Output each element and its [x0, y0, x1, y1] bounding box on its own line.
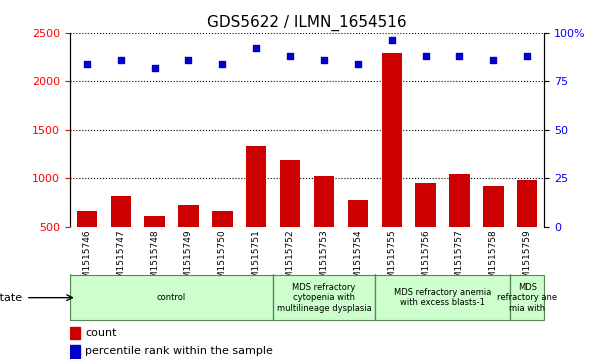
Text: disease state: disease state: [0, 293, 22, 303]
Title: GDS5622 / ILMN_1654516: GDS5622 / ILMN_1654516: [207, 15, 407, 31]
Text: GSM1515759: GSM1515759: [523, 229, 532, 290]
Point: [285, 53, 295, 59]
Point: [421, 53, 430, 59]
Bar: [510, 275, 544, 320]
Point: [488, 57, 498, 63]
Bar: [77, 211, 97, 276]
Point: [116, 57, 126, 63]
Point: [353, 61, 363, 67]
Bar: [382, 53, 402, 276]
Bar: [246, 146, 266, 276]
Text: GSM1515751: GSM1515751: [252, 229, 261, 290]
Point: [82, 61, 92, 67]
Bar: [178, 204, 199, 276]
Point: [150, 65, 159, 70]
Bar: [145, 216, 165, 276]
Text: MDS refractory anemia
with excess blasts-1: MDS refractory anemia with excess blasts…: [394, 288, 491, 307]
Point: [251, 45, 261, 51]
Point: [319, 57, 329, 63]
Point: [218, 61, 227, 67]
Text: GSM1515747: GSM1515747: [116, 229, 125, 290]
Bar: [449, 175, 469, 276]
Text: control: control: [157, 293, 186, 302]
Bar: [212, 211, 232, 276]
Bar: [375, 275, 510, 320]
Bar: [273, 275, 375, 320]
Text: count: count: [85, 328, 117, 338]
Bar: [483, 186, 503, 276]
Text: GSM1515753: GSM1515753: [319, 229, 328, 290]
Text: GSM1515754: GSM1515754: [353, 229, 362, 290]
Text: GSM1515757: GSM1515757: [455, 229, 464, 290]
Text: GSM1515758: GSM1515758: [489, 229, 498, 290]
Point: [522, 53, 532, 59]
Text: GSM1515746: GSM1515746: [82, 229, 91, 290]
Bar: [517, 180, 537, 276]
Bar: [348, 200, 368, 276]
Point: [455, 53, 465, 59]
Text: MDS refractory
cytopenia with
multilineage dysplasia: MDS refractory cytopenia with multilinea…: [277, 283, 371, 313]
Bar: [280, 160, 300, 276]
Bar: [70, 327, 80, 339]
Text: GSM1515755: GSM1515755: [387, 229, 396, 290]
Bar: [415, 183, 436, 276]
Text: GSM1515752: GSM1515752: [286, 229, 295, 290]
Text: GSM1515756: GSM1515756: [421, 229, 430, 290]
Text: GSM1515749: GSM1515749: [184, 229, 193, 290]
Bar: [70, 345, 80, 358]
Point: [184, 57, 193, 63]
Bar: [111, 196, 131, 276]
Bar: [70, 275, 273, 320]
Text: GSM1515748: GSM1515748: [150, 229, 159, 290]
Text: MDS
refractory ane
mia with: MDS refractory ane mia with: [497, 283, 558, 313]
Text: GSM1515750: GSM1515750: [218, 229, 227, 290]
Bar: [314, 176, 334, 276]
Text: percentile rank within the sample: percentile rank within the sample: [85, 346, 273, 356]
Point: [387, 37, 396, 43]
